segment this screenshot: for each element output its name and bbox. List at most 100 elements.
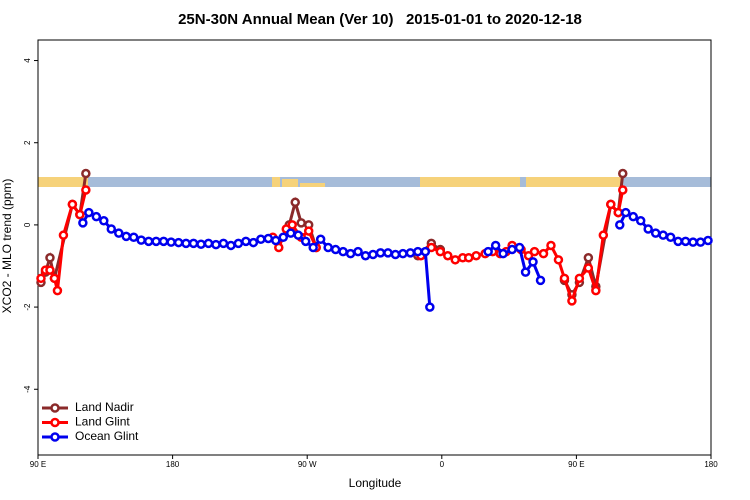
marker <box>383 248 393 258</box>
marker <box>618 185 628 195</box>
marker <box>91 211 102 222</box>
marker <box>528 257 538 267</box>
marker <box>303 226 314 236</box>
marker <box>567 296 577 306</box>
marker <box>151 236 161 247</box>
marker <box>293 230 303 240</box>
marker <box>471 250 481 261</box>
marker <box>658 230 668 240</box>
marker <box>136 235 146 245</box>
y-tick-label: 0 <box>23 222 32 227</box>
marker <box>420 246 431 257</box>
marker <box>226 240 236 251</box>
marker <box>606 199 616 210</box>
marker <box>203 238 214 249</box>
marker <box>688 237 698 247</box>
marker <box>635 216 646 226</box>
marker <box>680 236 691 247</box>
x-tick-label: 90 W <box>298 460 317 469</box>
marker <box>338 246 348 257</box>
marker <box>613 207 624 218</box>
marker <box>196 239 206 249</box>
series-line <box>81 210 709 308</box>
marker <box>52 285 63 296</box>
marker <box>435 246 446 257</box>
marker <box>188 238 199 249</box>
marker <box>621 207 631 218</box>
y-tick-label: -4 <box>23 385 32 393</box>
marker <box>256 234 266 245</box>
marker <box>323 242 333 253</box>
marker <box>58 230 69 240</box>
marker <box>121 231 131 242</box>
marker <box>106 224 117 234</box>
marker <box>514 242 525 253</box>
marker <box>81 185 91 195</box>
marker <box>643 224 653 234</box>
marker <box>81 168 91 179</box>
marker <box>398 248 408 259</box>
map-strip <box>38 177 711 187</box>
marker <box>368 249 378 260</box>
x-tick-label: 180 <box>166 460 180 469</box>
y-tick-label: -2 <box>23 303 32 311</box>
marker <box>553 255 564 265</box>
marker <box>520 267 531 277</box>
marker <box>36 273 46 284</box>
marker <box>99 216 109 226</box>
marker <box>67 199 78 210</box>
marker <box>315 234 326 245</box>
marker <box>615 220 625 230</box>
marker <box>287 220 297 230</box>
y-axis-label: XCO2 - MLO trend (ppm) <box>0 179 14 314</box>
marker <box>463 253 474 263</box>
legend-marker <box>50 417 60 428</box>
marker <box>263 233 274 244</box>
marker <box>218 238 229 249</box>
marker <box>166 237 176 247</box>
x-tick-label: 90 E <box>30 460 46 469</box>
marker <box>271 235 281 246</box>
marker <box>574 273 585 284</box>
marker <box>425 302 435 312</box>
marker <box>285 228 296 238</box>
legend-label: Ocean Glint <box>75 429 139 443</box>
marker <box>591 285 601 296</box>
legend-label: Land Nadir <box>75 400 134 414</box>
marker <box>241 236 251 247</box>
marker <box>360 250 371 261</box>
x-tick-label: 90 E <box>568 460 584 469</box>
marker <box>128 232 139 242</box>
marker <box>300 236 311 247</box>
legend-marker <box>50 403 60 413</box>
marker <box>535 275 546 286</box>
marker <box>211 239 221 250</box>
marker <box>330 244 341 255</box>
marker <box>84 207 94 218</box>
marker <box>375 248 386 258</box>
marker <box>490 240 501 251</box>
marker <box>143 236 154 247</box>
marker <box>583 253 594 263</box>
legend-marker <box>50 432 60 442</box>
x-axis-label: Longitude <box>349 476 402 490</box>
marker <box>665 232 676 242</box>
marker <box>78 218 88 228</box>
marker <box>296 218 306 228</box>
marker <box>443 250 453 261</box>
marker <box>75 209 85 220</box>
x-tick-label: 180 <box>704 460 718 469</box>
marker <box>290 197 300 208</box>
marker <box>483 246 493 257</box>
marker <box>173 237 184 248</box>
marker <box>450 255 461 265</box>
plot-frame <box>37 39 712 456</box>
y-tick-label: 4 <box>23 58 32 63</box>
marker <box>703 235 713 246</box>
marker <box>673 236 683 247</box>
marker <box>405 248 416 258</box>
marker <box>695 237 706 247</box>
marker <box>181 238 191 249</box>
chart-title: 25N-30N Annual Mean (Ver 10) 2015-01-01 … <box>178 11 582 28</box>
marker <box>559 273 570 284</box>
